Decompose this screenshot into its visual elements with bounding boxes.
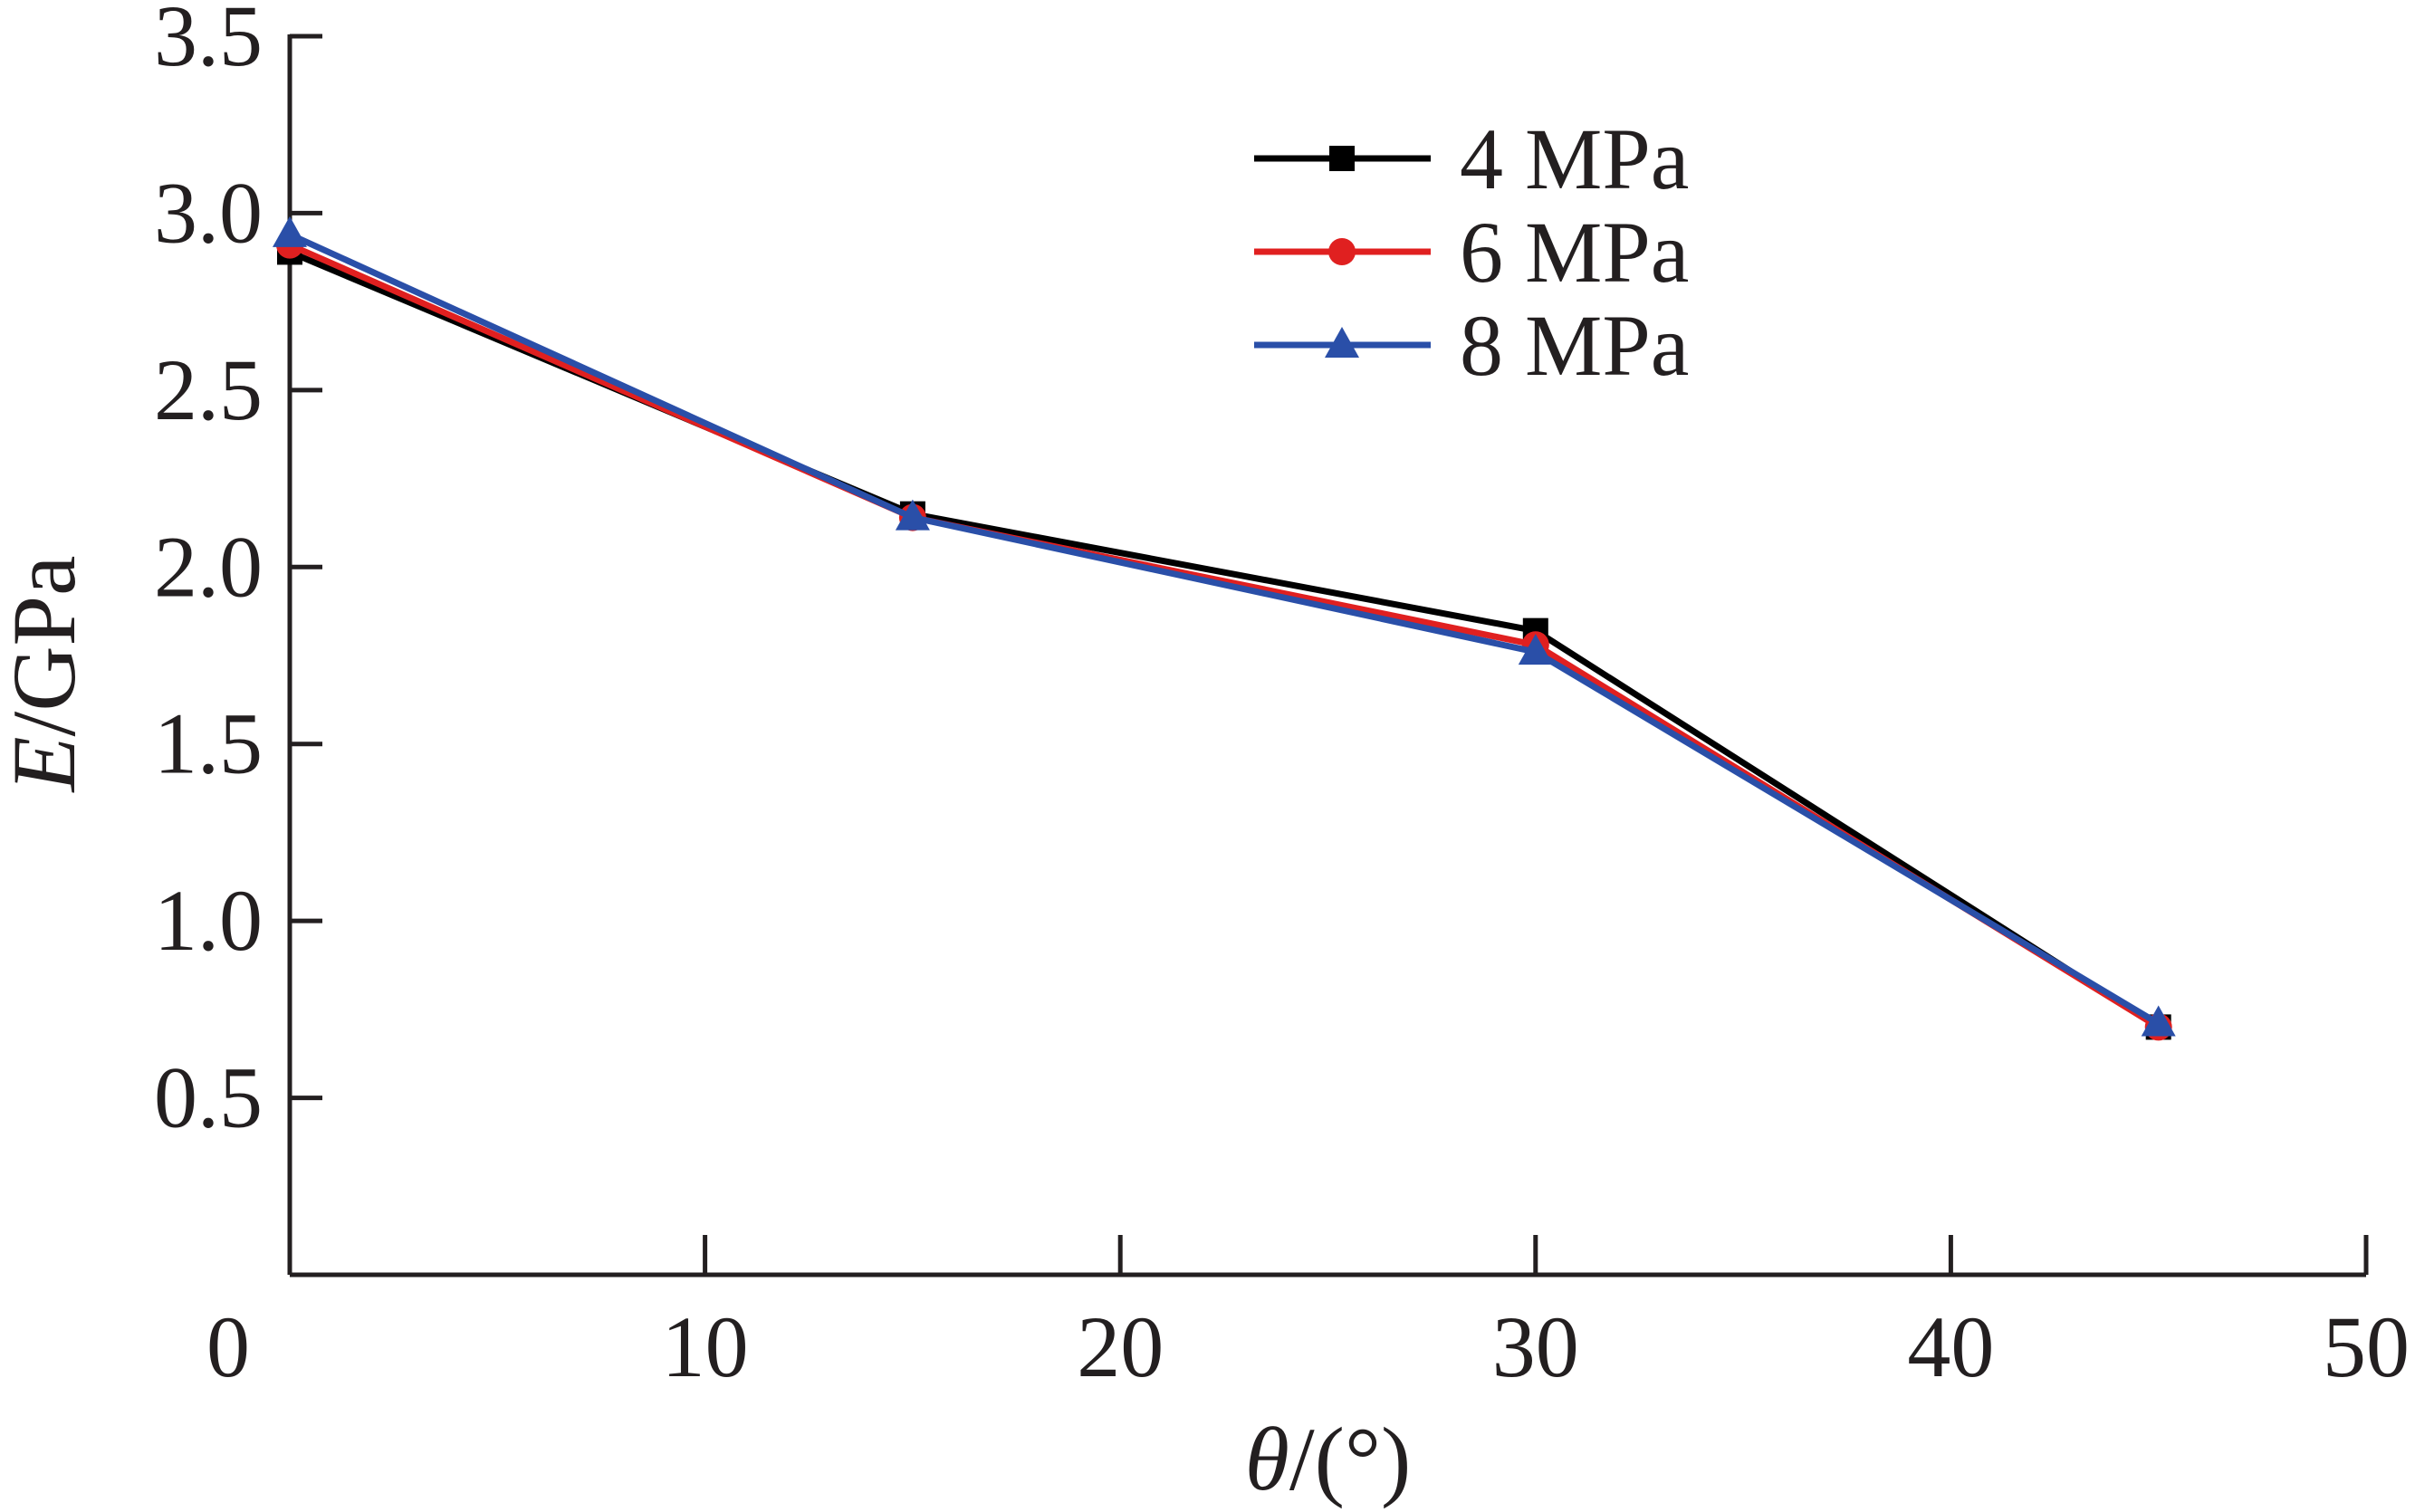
x-axis-label: θ/(°) [1245, 1409, 1412, 1509]
y-tick-label: 3.5 [154, 0, 263, 84]
x-tick-label: 30 [1492, 1298, 1579, 1395]
series-line [288, 231, 2161, 1027]
y-axis-label-symbol: E [0, 736, 94, 793]
y-axis-label: E/GPa [0, 555, 94, 793]
series-layer [273, 215, 2176, 1041]
y-axis-label-unit: /GPa [0, 555, 94, 736]
point-marker [895, 499, 930, 531]
point-marker [1329, 146, 1355, 171]
x-tick-label: 0 [206, 1298, 250, 1395]
axes: 0.5 1.0 1.5 2.0 2.5 3.0 3.5 0 10 20 30 40 50 [154, 0, 2410, 1395]
y-tick-label: 2.5 [154, 341, 263, 438]
x-axis-label-unit: /(°) [1289, 1409, 1411, 1509]
series-6-mpa [276, 231, 2172, 1041]
x-tick-label: 50 [2323, 1298, 2410, 1395]
y-tick-label: 1.5 [154, 695, 263, 792]
legend-label: 8 MPa [1460, 297, 1689, 394]
legend-entry: 4 MPa [1254, 110, 1689, 207]
series-8-mpa [273, 215, 2176, 1037]
legend-label: 6 MPa [1460, 204, 1689, 301]
point-marker [1518, 634, 1553, 665]
point-marker [273, 215, 307, 247]
legend-entry: 8 MPa [1254, 297, 1689, 394]
x-axis-label-symbol: θ [1245, 1409, 1289, 1509]
x-tick-label: 10 [662, 1298, 749, 1395]
legend-entry: 6 MPa [1254, 204, 1689, 301]
legend-label: 4 MPa [1460, 110, 1689, 207]
point-marker [1325, 327, 1359, 358]
y-tick-label: 3.0 [154, 164, 263, 261]
point-marker [2141, 1005, 2176, 1037]
x-tick-label: 40 [1907, 1298, 1994, 1395]
point-marker [1328, 238, 1356, 265]
x-tick-label: 20 [1077, 1298, 1164, 1395]
y-tick-label: 2.0 [154, 518, 263, 615]
y-tick-label: 1.0 [154, 872, 263, 969]
y-tick-label: 0.5 [154, 1049, 263, 1146]
